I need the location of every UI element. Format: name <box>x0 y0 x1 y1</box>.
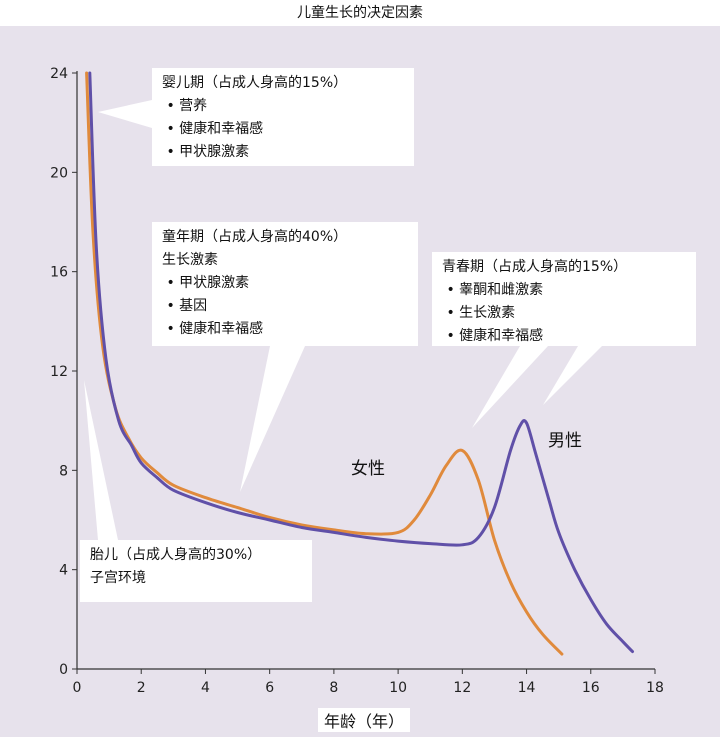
callout-puberty-item: • 健康和幸福感 <box>446 328 544 344</box>
callout-infancy-item: • 甲状腺激素 <box>166 144 250 160</box>
callout-puberty-item: • 生长激素 <box>446 305 516 321</box>
callout-childhood-heading: 童年期（占成人身高的40%） <box>162 229 348 245</box>
callout-childhood: 童年期（占成人身高的40%） 生长激素 • 甲状腺激素 • 基因 • 健康和幸福… <box>152 222 418 346</box>
callout-childhood-item: • 甲状腺激素 <box>166 275 250 291</box>
y-tick-label: 20 <box>50 165 68 181</box>
x-tick-label: 6 <box>265 680 274 696</box>
callout-fetal-sub: 子宫环境 <box>90 570 146 586</box>
x-tick-label: 16 <box>582 680 600 696</box>
callout-infancy-item: • 营养 <box>166 98 208 114</box>
callout-infancy-heading: 婴儿期（占成人身高的15%） <box>162 75 348 91</box>
callout-infancy: 婴儿期（占成人身高的15%） • 营养 • 健康和幸福感 • 甲状腺激素 <box>152 68 414 166</box>
series-line-male <box>88 71 634 654</box>
y-tick-label: 8 <box>59 463 68 479</box>
callout-fetal-heading: 胎儿（占成人身高的30%） <box>90 547 262 563</box>
callout-fetal: 胎儿（占成人身高的30%） 子宫环境 <box>80 540 312 602</box>
callout-puberty-item: • 睾酮和雌激素 <box>446 282 544 298</box>
y-tick-label: 12 <box>50 364 68 380</box>
callout-puberty-pointer-male <box>543 346 602 405</box>
callout-infancy-item: • 健康和幸福感 <box>166 121 264 137</box>
x-tick-label: 8 <box>329 680 338 696</box>
x-axis-label: 年龄（年） <box>318 708 411 732</box>
series-label-female: 女性 <box>351 459 385 479</box>
callout-childhood-item: • 基因 <box>166 298 208 314</box>
y-tick-label: 24 <box>50 66 68 82</box>
callout-infancy-pointer <box>98 100 152 128</box>
chart-title: 儿童生长的决定因素 <box>0 0 720 26</box>
callout-puberty-heading: 青春期（占成人身高的15%） <box>442 259 628 275</box>
y-tick-label: 4 <box>59 563 68 579</box>
callout-fetal-pointer <box>84 380 118 540</box>
x-tick-label: 0 <box>73 680 82 696</box>
x-tick-label: 18 <box>646 680 664 696</box>
callout-childhood-sub: 生长激素 <box>162 252 218 268</box>
callout-puberty: 青春期（占成人身高的15%） • 睾酮和雌激素 • 生长激素 • 健康和幸福感 <box>432 252 696 346</box>
series-label-male: 男性 <box>548 431 582 451</box>
x-tick-label: 4 <box>201 680 210 696</box>
x-tick-label: 2 <box>137 680 146 696</box>
x-tick-label: 10 <box>389 680 407 696</box>
y-tick-label: 16 <box>50 265 68 281</box>
callout-puberty-pointer-female <box>472 346 548 428</box>
callout-childhood-pointer <box>240 346 305 492</box>
callout-childhood-item: • 健康和幸福感 <box>166 321 264 337</box>
x-tick-label: 12 <box>453 680 471 696</box>
y-tick-label: 0 <box>59 662 68 678</box>
x-tick-label: 14 <box>518 680 536 696</box>
